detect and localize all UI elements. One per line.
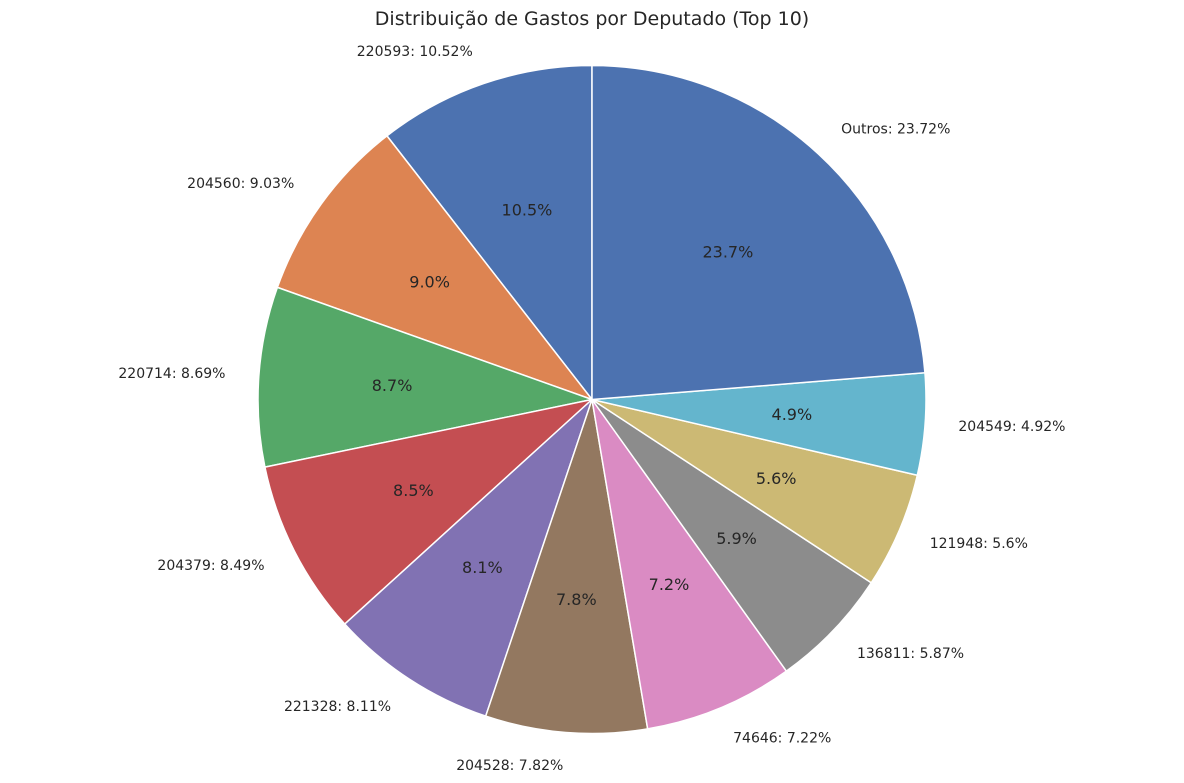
pie-slice-221328 xyxy=(343,397,594,718)
percent-labels: 10.5% 9.0% 8.7% 8.5% 8.1% 7.8% 7.2% 5.9% 5.6% 4.9… xyxy=(372,200,812,608)
pie-slice-204560 xyxy=(276,134,595,402)
percent-label-220593: 10.5% xyxy=(502,200,553,219)
percent-label-204528: 7.8% xyxy=(556,590,597,609)
slice-label-121948: 121948: 5.6% xyxy=(930,536,1028,552)
pie-slice-204528 xyxy=(484,399,649,735)
slice-label-220593: 220593: 10.52% xyxy=(357,44,473,60)
slice-label-221328: 221328: 8.11% xyxy=(284,699,391,715)
slice-label-136811: 136811: 5.87% xyxy=(857,646,964,662)
percent-label-outros: 23.7% xyxy=(702,243,753,262)
percent-label-204560: 9.0% xyxy=(409,273,450,292)
percent-label-220714: 8.7% xyxy=(372,376,413,395)
slice-label-220714: 220714: 8.69% xyxy=(118,366,225,382)
slice-label-204528: 204528: 7.82% xyxy=(456,758,563,774)
percent-label-204379: 8.5% xyxy=(393,481,434,500)
slice-labels: 220593: 10.52% 204560: 9.03% 220714: 8.69%… xyxy=(118,44,1065,774)
pie-slice-220593 xyxy=(385,64,593,402)
pie-slices xyxy=(257,64,927,735)
pie-slice-136811 xyxy=(591,398,873,673)
pie-slice-outros xyxy=(591,64,926,401)
percent-label-74646: 7.2% xyxy=(649,575,690,594)
slice-label-74646: 74646: 7.22% xyxy=(733,731,831,747)
chart-title: Distribuição de Gastos por Deputado (Top… xyxy=(375,8,809,30)
pie-slice-204379 xyxy=(264,398,595,626)
slice-label-204379: 204379: 8.49% xyxy=(157,558,264,574)
percent-label-221328: 8.1% xyxy=(462,558,503,577)
slice-label-outros: Outros: 23.72% xyxy=(841,121,950,137)
slice-label-204549: 204549: 4.92% xyxy=(958,419,1065,435)
pie-slice-74646 xyxy=(591,399,788,730)
pie-slice-220714 xyxy=(257,286,595,468)
slice-label-204560: 204560: 9.03% xyxy=(187,176,294,192)
percent-label-121948: 5.6% xyxy=(756,469,797,488)
percent-label-204549: 4.9% xyxy=(772,405,813,424)
percent-label-136811: 5.9% xyxy=(716,529,757,548)
